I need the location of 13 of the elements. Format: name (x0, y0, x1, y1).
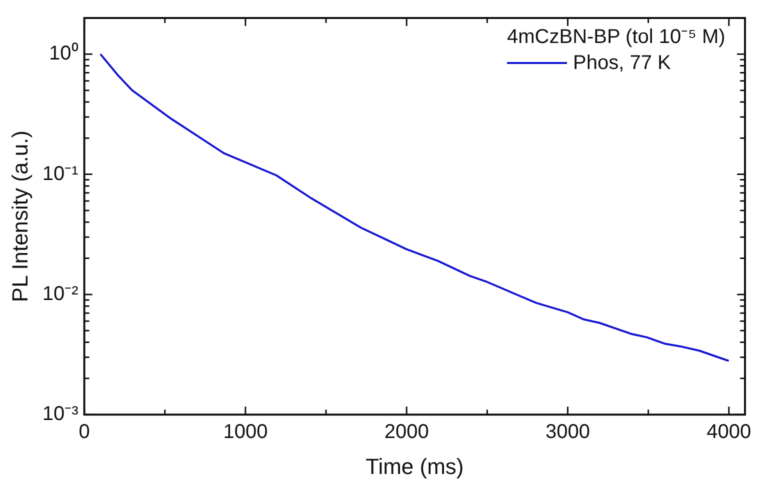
x-tick-label: 2000 (384, 421, 429, 444)
legend-title: 4mCzBN-BP (tol 10⁻⁵ M) (507, 25, 726, 50)
x-tick-label: 3000 (545, 421, 590, 444)
y-tick-label: 10⁻¹ (42, 162, 79, 185)
y-tick-label: 10⁻² (42, 282, 79, 305)
x-axis-title: Time (ms) (366, 454, 464, 479)
x-tick-label: 0 (78, 421, 90, 444)
y-tick-label: 10⁰ (49, 42, 78, 65)
x-tick-label: 1000 (223, 421, 268, 444)
x-tick-label: 4000 (706, 421, 752, 444)
y-axis-title: PL Intensity (a.u.) (7, 130, 32, 302)
legend-label: Phos, 77 K (573, 51, 671, 76)
y-tick-label: 10⁻³ (42, 403, 79, 426)
